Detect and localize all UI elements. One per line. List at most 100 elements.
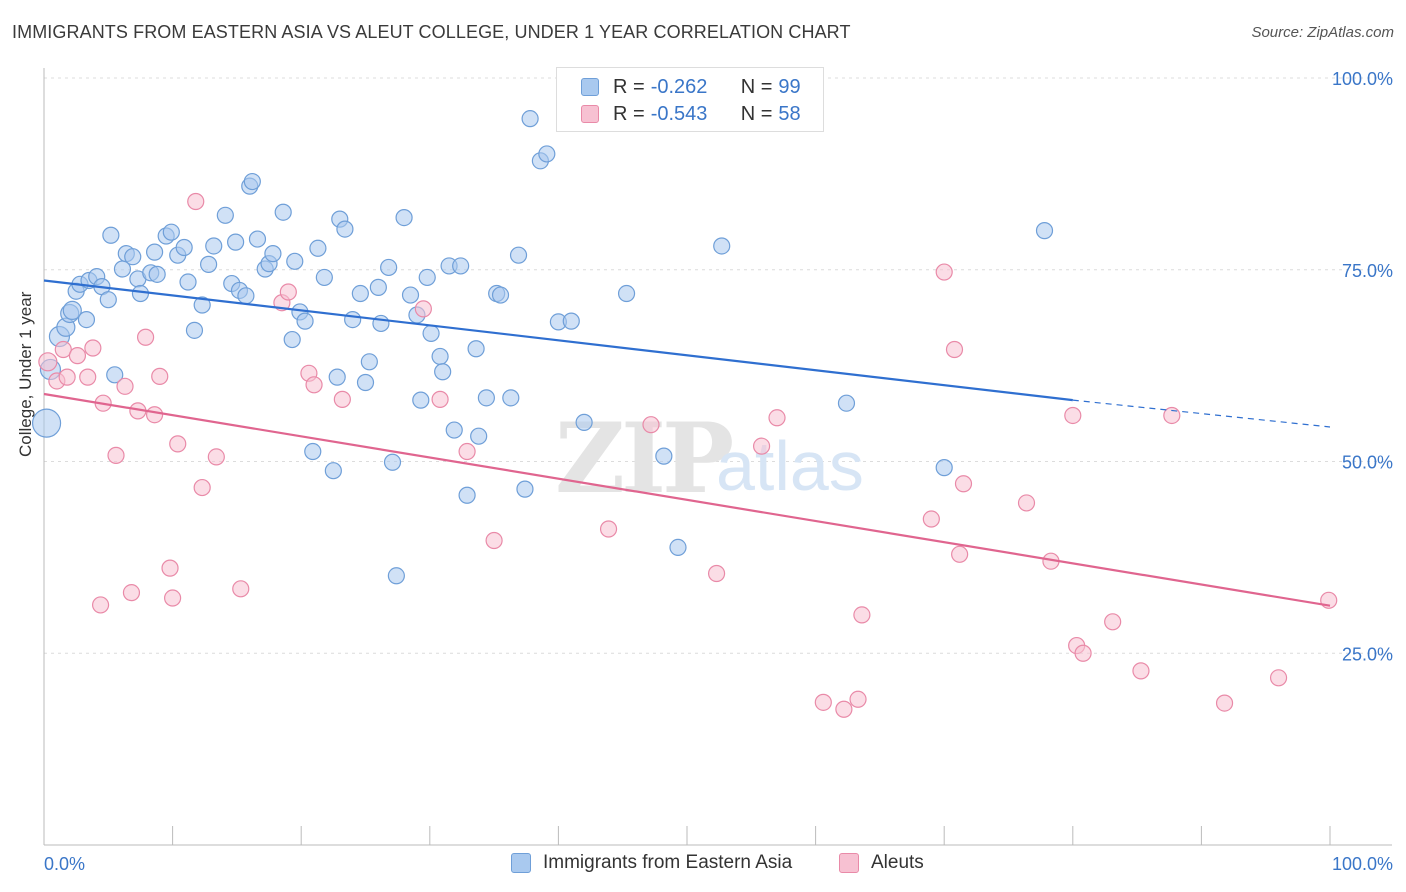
point-eastern-asia xyxy=(237,287,255,305)
point-eastern-asia xyxy=(309,239,327,257)
legend-r-value: -0.543 xyxy=(650,102,708,125)
point-aleuts xyxy=(707,564,726,583)
point-aleuts xyxy=(164,589,182,607)
point-eastern-asia xyxy=(538,145,556,163)
chart-title: IMMIGRANTS FROM EASTERN ASIA VS ALEUT CO… xyxy=(12,22,851,42)
point-eastern-asia xyxy=(562,312,580,330)
series-legend: Immigrants from Eastern Asia Aleuts xyxy=(0,852,1406,878)
point-eastern-asia xyxy=(31,408,62,438)
legend-item-eastern-asia[interactable]: Immigrants from Eastern Asia xyxy=(511,852,792,874)
legend-label-aleuts: Aleuts xyxy=(871,852,924,873)
point-eastern-asia xyxy=(356,373,375,392)
point-aleuts xyxy=(122,584,141,602)
point-eastern-asia xyxy=(205,237,223,255)
point-eastern-asia xyxy=(401,286,420,304)
point-aleuts xyxy=(485,531,503,550)
legend-item-aleuts[interactable]: Aleuts xyxy=(839,852,924,874)
point-aleuts xyxy=(207,448,225,466)
point-eastern-asia xyxy=(185,321,204,339)
watermark-atlas: atlas xyxy=(716,427,864,505)
point-eastern-asia xyxy=(124,248,142,266)
point-eastern-asia xyxy=(243,172,261,191)
point-eastern-asia xyxy=(360,353,378,371)
x-tick-label: 0.0% xyxy=(44,854,85,874)
point-eastern-asia xyxy=(412,391,430,409)
point-eastern-asia xyxy=(77,311,96,329)
point-aleuts xyxy=(599,520,618,538)
point-eastern-asia xyxy=(935,459,953,477)
point-aleuts xyxy=(305,376,323,394)
y-axis-label: College, Under 1 year xyxy=(16,291,35,457)
point-aleuts xyxy=(84,339,102,357)
point-eastern-asia xyxy=(655,447,673,465)
point-eastern-asia xyxy=(336,220,354,238)
point-eastern-asia xyxy=(669,538,687,557)
point-eastern-asia xyxy=(344,311,362,329)
point-eastern-asia xyxy=(283,330,301,349)
point-eastern-asia xyxy=(148,265,166,283)
point-aleuts xyxy=(68,347,87,365)
point-aleuts xyxy=(1074,644,1092,662)
point-aleuts xyxy=(107,446,125,464)
point-eastern-asia xyxy=(383,453,402,471)
point-eastern-asia xyxy=(418,268,436,287)
point-eastern-asia xyxy=(617,284,636,303)
point-aleuts xyxy=(458,442,476,461)
series-aleuts-points xyxy=(38,192,1338,718)
point-eastern-asia xyxy=(324,462,342,480)
point-eastern-asia xyxy=(380,258,398,277)
point-eastern-asia xyxy=(1035,222,1054,240)
point-eastern-asia xyxy=(395,208,413,227)
trend-line-aleuts xyxy=(43,392,1331,607)
point-aleuts xyxy=(58,368,76,386)
point-aleuts xyxy=(116,377,134,395)
legend-row-aleuts: R = -0.543 N = 58 xyxy=(581,101,801,127)
point-eastern-asia xyxy=(328,368,346,386)
legend-r-label: R = xyxy=(613,102,645,125)
point-aleuts xyxy=(279,283,297,301)
point-aleuts xyxy=(814,693,832,711)
point-eastern-asia xyxy=(106,366,124,384)
point-aleuts xyxy=(136,328,155,346)
point-eastern-asia xyxy=(200,255,218,273)
legend-n-value: 58 xyxy=(778,102,801,125)
trend-line-extension xyxy=(1072,399,1331,428)
point-aleuts xyxy=(642,416,660,434)
point-eastern-asia xyxy=(837,394,856,412)
point-aleuts xyxy=(414,300,432,318)
point-eastern-asia xyxy=(351,284,369,303)
point-aleuts xyxy=(835,700,853,718)
point-aleuts xyxy=(1104,613,1122,631)
point-eastern-asia xyxy=(467,340,485,358)
point-aleuts xyxy=(431,390,449,408)
point-aleuts xyxy=(187,192,205,211)
point-eastern-asia xyxy=(62,300,82,321)
trend-lines xyxy=(43,279,1331,607)
point-aleuts xyxy=(1132,662,1150,680)
point-eastern-asia xyxy=(516,480,534,498)
axes xyxy=(43,68,1392,846)
legend-n-value: 99 xyxy=(778,75,801,98)
series-eastern-asia-points xyxy=(31,110,1054,585)
point-eastern-asia xyxy=(227,233,245,251)
point-aleuts xyxy=(193,478,211,497)
y-tick-label: 75.0% xyxy=(1342,261,1393,281)
point-eastern-asia xyxy=(521,110,539,128)
tick-labels: 25.0% 50.0% 75.0% 100.0% 0.0% 100.0% xyxy=(44,69,1393,874)
point-aleuts xyxy=(232,580,250,598)
legend-swatch-aleuts xyxy=(839,853,859,873)
legend-swatch-aleuts xyxy=(581,105,599,123)
y-tick-label: 25.0% xyxy=(1342,644,1393,664)
point-eastern-asia xyxy=(502,389,520,407)
point-eastern-asia xyxy=(369,278,387,296)
point-eastern-asia xyxy=(434,363,452,381)
point-eastern-asia xyxy=(248,230,267,248)
source-credit: Source: ZipAtlas.com xyxy=(1251,24,1394,41)
point-eastern-asia xyxy=(422,324,440,343)
point-aleuts xyxy=(853,606,871,624)
point-eastern-asia xyxy=(372,314,390,333)
point-aleuts xyxy=(161,559,179,577)
point-aleuts xyxy=(91,596,110,614)
